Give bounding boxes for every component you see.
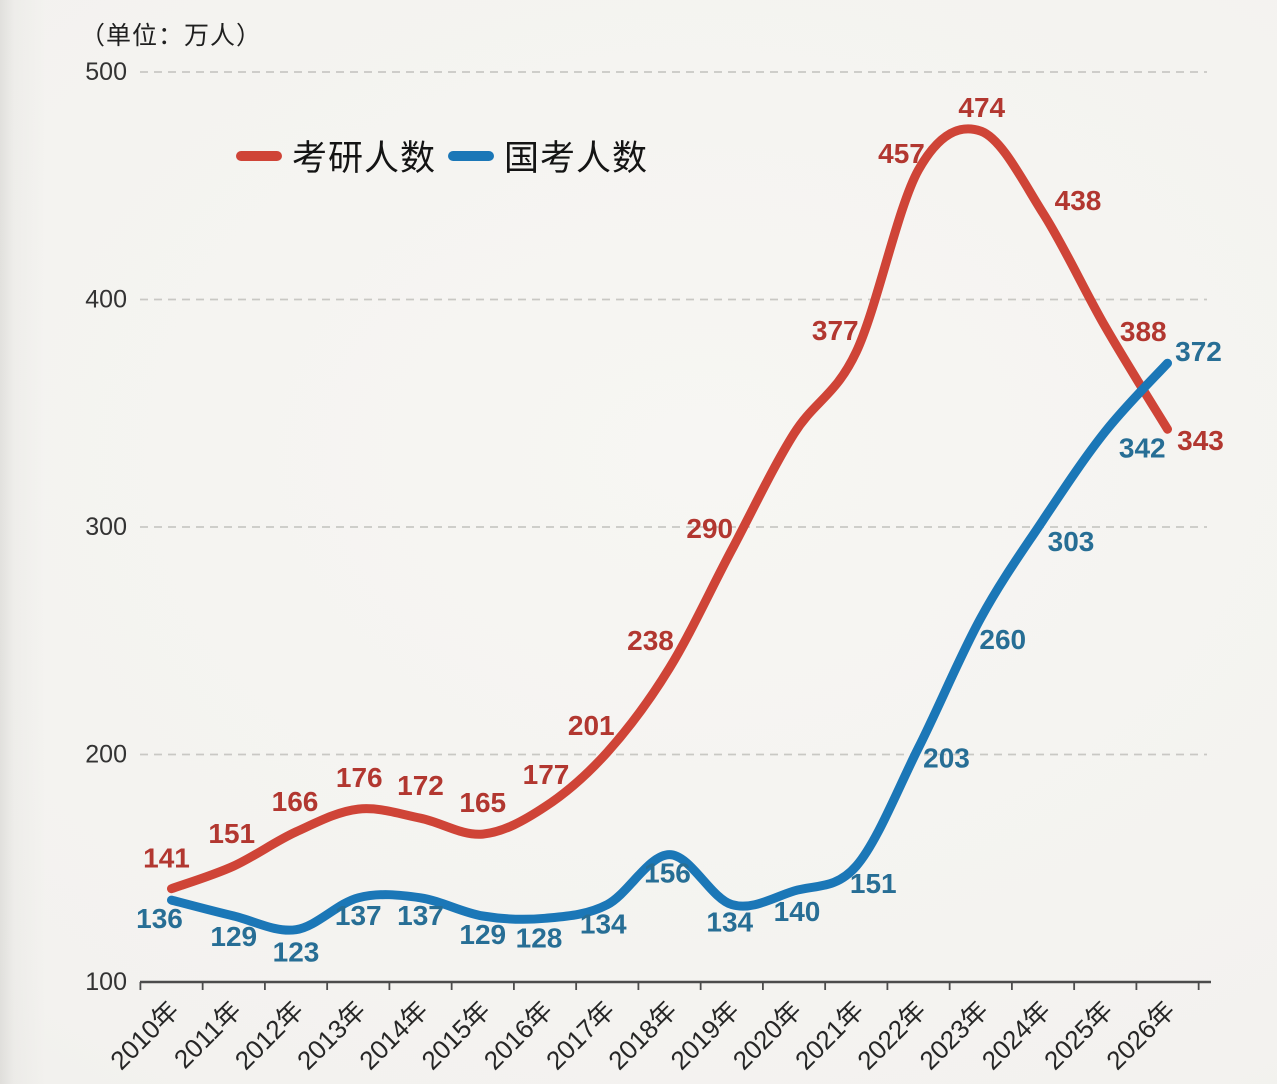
data-label-guokao-2022年: 203 — [923, 743, 970, 774]
data-label-guokao-2012年: 123 — [273, 937, 320, 968]
legend-label-kaoyan: 考研人数 — [292, 139, 437, 178]
data-label-guokao-2018年: 156 — [644, 858, 691, 889]
x-axis-year-label: 2013年 — [291, 995, 371, 1075]
x-axis-year-label: 2025年 — [1038, 995, 1118, 1075]
data-label-kaoyan-2010年: 141 — [143, 843, 190, 874]
data-label-kaoyan-2025年: 388 — [1120, 316, 1167, 347]
data-label-kaoyan-2023年: 474 — [958, 92, 1005, 123]
series-line-guokao — [167, 358, 1172, 935]
data-label-kaoyan-2026年: 343 — [1177, 425, 1224, 456]
data-label-kaoyan-2016年: 177 — [523, 759, 570, 790]
x-axis-year-label: 2011年 — [168, 995, 247, 1074]
data-label-guokao-2016年: 128 — [516, 922, 563, 953]
data-label-kaoyan-2024年: 438 — [1055, 185, 1102, 216]
x-axis-year-label: 2016年 — [478, 995, 558, 1075]
data-label-guokao-2025年: 342 — [1119, 432, 1166, 463]
series-line-kaoyan — [167, 124, 1172, 894]
x-axis-year-label: 2023年 — [913, 995, 993, 1075]
data-label-guokao-2020年: 140 — [774, 896, 821, 927]
data-label-guokao-2021年: 151 — [850, 868, 897, 899]
x-axis-year-label: 2012年 — [229, 995, 309, 1075]
data-label-guokao-2014年: 137 — [397, 900, 444, 931]
y-axis-tick-label: 100 — [85, 968, 127, 996]
y-axis-tick-label: 400 — [85, 286, 127, 314]
data-label-guokao-2023年: 260 — [979, 624, 1026, 655]
data-label-guokao-2015年: 129 — [459, 919, 506, 950]
red-line-marker-icon — [236, 150, 282, 161]
y-axis-tick-label: 200 — [85, 741, 127, 769]
data-label-kaoyan-2011年: 151 — [208, 818, 255, 849]
x-axis-year-label: 2019年 — [664, 995, 744, 1075]
x-axis-year-label: 2010年 — [104, 995, 184, 1075]
legend-label-guokao: 国考人数 — [504, 139, 649, 178]
x-axis-year-label: 2020年 — [727, 995, 807, 1075]
x-axis-year-label: 2015年 — [415, 995, 495, 1075]
data-label-guokao-2011年: 129 — [210, 921, 257, 952]
x-axis-year-label: 2014年 — [353, 995, 433, 1075]
x-axis-year-label: 2018年 — [602, 995, 682, 1075]
data-label-guokao-2026年: 372 — [1175, 336, 1222, 367]
data-label-guokao-2017年: 134 — [580, 909, 627, 940]
data-label-kaoyan-2013年: 176 — [336, 762, 383, 793]
x-axis-year-label: 2026年 — [1100, 995, 1180, 1075]
blue-line-marker-icon — [448, 150, 495, 161]
data-label-guokao-2010年: 136 — [136, 903, 183, 934]
y-axis-unit-label: （单位：万人） — [80, 22, 263, 50]
data-label-kaoyan-2018年: 238 — [627, 625, 674, 656]
x-axis-year-label: 2017年 — [540, 995, 620, 1075]
data-label-guokao-2013年: 137 — [335, 900, 382, 931]
data-label-kaoyan-2022年: 457 — [878, 138, 925, 169]
x-axis-year-label: 2022年 — [851, 995, 931, 1075]
legend-item-kaoyan: 考研人数 — [236, 130, 436, 181]
legend-item-guokao: 国考人数 — [448, 130, 648, 181]
data-label-guokao-2019年: 134 — [706, 907, 753, 938]
data-label-kaoyan-2019年: 290 — [686, 513, 733, 544]
legend: 考研人数 国考人数 — [236, 130, 648, 181]
data-label-kaoyan-2012年: 166 — [272, 786, 319, 817]
y-axis-tick-label: 300 — [85, 513, 127, 541]
x-axis-year-label: 2021年 — [789, 995, 869, 1075]
data-label-kaoyan-2015年: 165 — [459, 787, 506, 818]
data-label-kaoyan-2014年: 172 — [397, 770, 444, 801]
data-label-kaoyan-2017年: 201 — [568, 710, 615, 741]
data-label-guokao-2024年: 303 — [1048, 526, 1095, 557]
y-axis-tick-label: 500 — [85, 58, 127, 86]
data-label-kaoyan-2021年: 377 — [812, 315, 859, 346]
x-axis-year-label: 2024年 — [976, 995, 1056, 1075]
